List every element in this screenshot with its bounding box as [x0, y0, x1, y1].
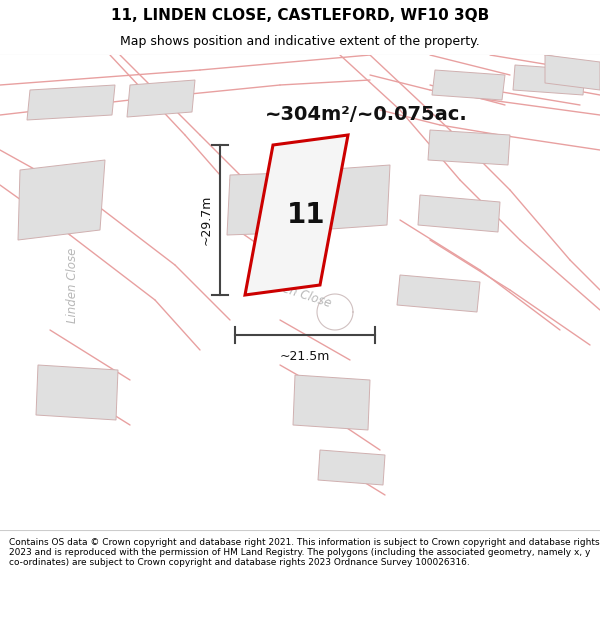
Text: ~304m²/~0.075ac.: ~304m²/~0.075ac. — [265, 106, 468, 124]
Text: ~21.5m: ~21.5m — [280, 351, 330, 364]
Polygon shape — [227, 172, 315, 235]
Text: Linden Close: Linden Close — [65, 248, 79, 322]
Text: Map shows position and indicative extent of the property.: Map shows position and indicative extent… — [120, 35, 480, 48]
Polygon shape — [418, 195, 500, 232]
Polygon shape — [293, 375, 370, 430]
Polygon shape — [513, 65, 585, 95]
Polygon shape — [27, 85, 115, 120]
Polygon shape — [432, 70, 505, 100]
Text: 11: 11 — [287, 201, 326, 229]
Polygon shape — [127, 80, 195, 117]
Polygon shape — [545, 55, 600, 90]
Text: 11, LINDEN CLOSE, CASTLEFORD, WF10 3QB: 11, LINDEN CLOSE, CASTLEFORD, WF10 3QB — [111, 8, 489, 23]
Polygon shape — [36, 365, 118, 420]
Text: ~29.7m: ~29.7m — [199, 195, 212, 245]
Polygon shape — [318, 450, 385, 485]
Polygon shape — [317, 165, 390, 230]
Polygon shape — [397, 275, 480, 312]
Polygon shape — [428, 130, 510, 165]
Text: Linden Close: Linden Close — [257, 274, 333, 310]
Polygon shape — [245, 135, 348, 295]
Polygon shape — [18, 160, 105, 240]
Text: Contains OS data © Crown copyright and database right 2021. This information is : Contains OS data © Crown copyright and d… — [9, 538, 599, 568]
